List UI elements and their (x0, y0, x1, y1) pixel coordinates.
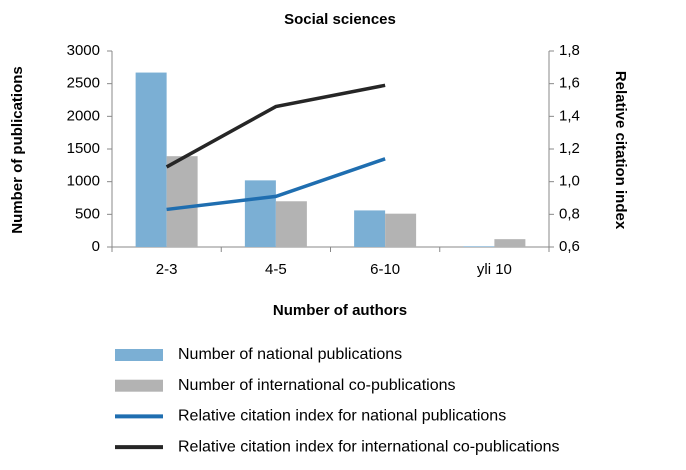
x-tick-label: 4-5 (265, 261, 287, 278)
x-tick-label: 6-10 (370, 261, 400, 278)
x-tick-label: 2-3 (156, 261, 178, 278)
y2-tick-label: 1,2 (559, 140, 580, 157)
y-tick-label: 2000 (67, 107, 100, 124)
y-tick-label: 1500 (67, 140, 100, 157)
y-tick-label: 2500 (67, 75, 100, 92)
bar (354, 210, 386, 247)
y-tick-label: 500 (75, 205, 100, 222)
y-axis-title: Number of publications (9, 66, 26, 234)
y2-tick-label: 1,4 (559, 107, 580, 124)
chart-title: Social sciences (284, 11, 396, 28)
bar (166, 156, 198, 247)
bar (135, 72, 167, 247)
legend-swatch (115, 379, 163, 392)
y2-axis-title: Relative citation index (612, 71, 629, 230)
y2-tick-label: 1,0 (559, 173, 580, 190)
x-tick-label: yli 10 (477, 261, 512, 278)
bar (244, 180, 276, 247)
bar (275, 201, 307, 247)
bar (385, 213, 417, 247)
legend-label: Relative citation index for internationa… (178, 438, 560, 455)
y2-tick-label: 1,8 (559, 42, 580, 59)
legend-swatch (115, 349, 163, 361)
bar (494, 239, 526, 247)
y-tick-label: 3000 (67, 42, 100, 59)
y-tick-label: 0 (92, 238, 100, 255)
y2-tick-label: 1,6 (559, 75, 580, 92)
line (166, 157, 386, 212)
legend-label: Number of national publications (178, 346, 402, 363)
bar (463, 246, 495, 247)
y2-tick-label: 0,6 (559, 238, 580, 255)
legend-label: Number of international co-publications (178, 377, 455, 394)
y2-tick-label: 0,8 (559, 205, 580, 222)
line (165, 83, 386, 169)
legend-label: Relative citation index for national pub… (178, 408, 506, 425)
y-tick-label: 1000 (67, 173, 100, 190)
x-axis-title: Number of authors (273, 302, 407, 319)
